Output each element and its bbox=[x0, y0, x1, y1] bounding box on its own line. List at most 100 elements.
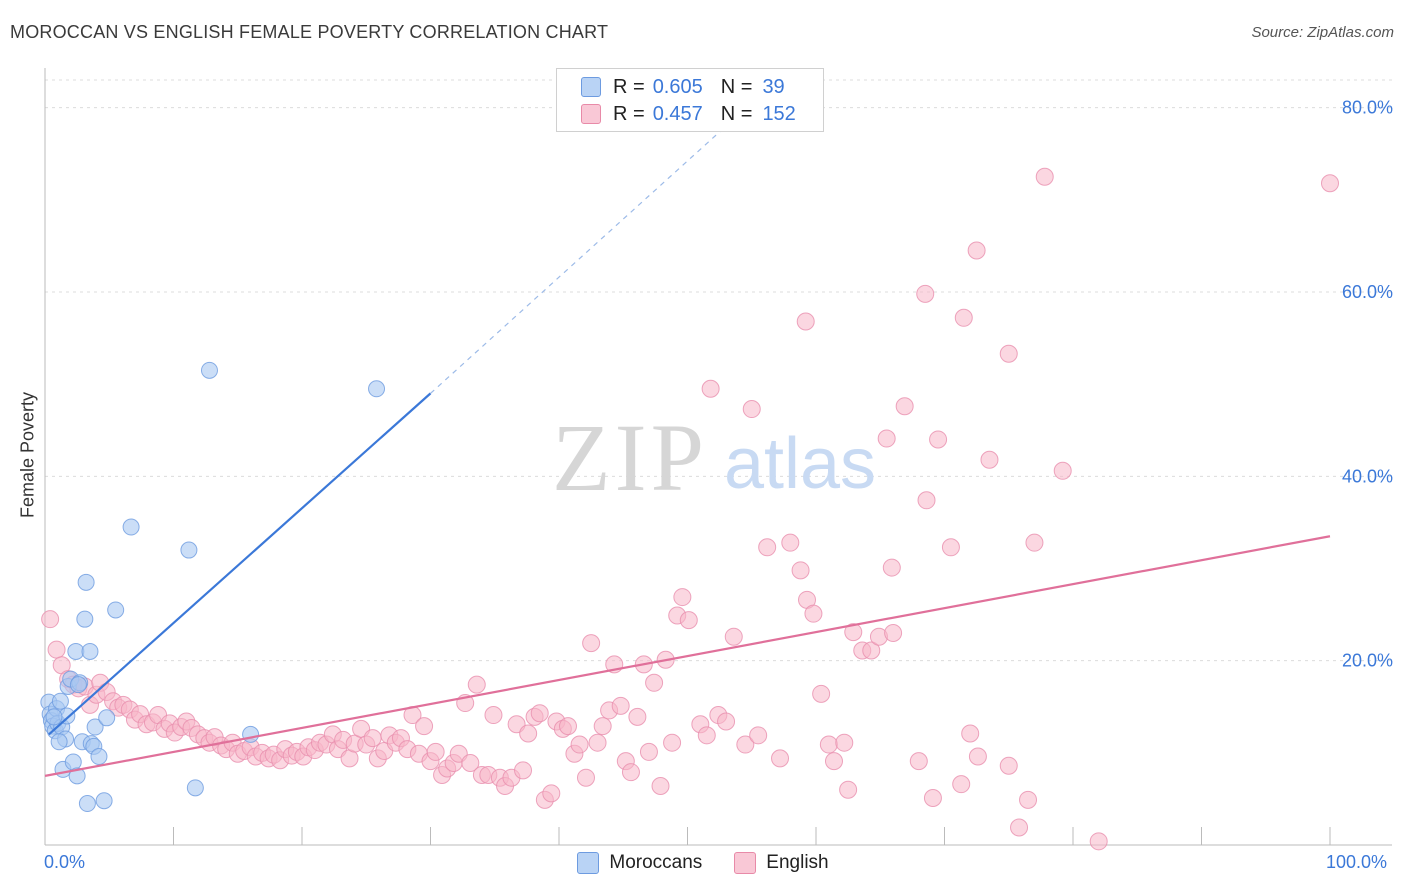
moroccan-point bbox=[45, 708, 63, 726]
watermark: ZIP atlas bbox=[552, 404, 876, 511]
english-point bbox=[461, 753, 480, 772]
moroccan-point bbox=[76, 610, 94, 628]
english-point bbox=[697, 726, 716, 745]
english-point bbox=[645, 673, 664, 692]
english-point bbox=[771, 749, 790, 768]
english-point bbox=[588, 733, 607, 752]
english-point bbox=[999, 756, 1018, 775]
english-point bbox=[679, 611, 698, 630]
moroccan-point bbox=[242, 725, 260, 743]
moroccan-point bbox=[122, 518, 140, 536]
english-point bbox=[812, 684, 831, 703]
english-point bbox=[484, 706, 503, 725]
english-point bbox=[593, 717, 612, 736]
english-point bbox=[570, 735, 589, 754]
legend-n-value: 39 bbox=[762, 75, 785, 98]
legend-row-english: R = 0.457 N = 152 bbox=[581, 102, 796, 126]
english-point bbox=[742, 400, 761, 419]
moroccan-point bbox=[51, 692, 69, 710]
moroccan-point bbox=[50, 733, 68, 751]
english-point bbox=[917, 491, 936, 510]
watermark-atlas: atlas bbox=[724, 424, 876, 504]
english-point bbox=[895, 397, 914, 416]
english-point bbox=[862, 641, 881, 660]
english-point bbox=[1035, 167, 1054, 186]
english-point bbox=[882, 558, 901, 577]
english-point bbox=[1053, 461, 1072, 480]
english-point bbox=[717, 712, 736, 731]
english-point bbox=[651, 777, 670, 796]
english-point bbox=[47, 640, 66, 659]
legend-r-value: 0.605 bbox=[652, 75, 703, 98]
english-point bbox=[519, 724, 538, 743]
english-point bbox=[1089, 832, 1108, 851]
y-tick-label: 20.0% bbox=[1342, 651, 1393, 671]
english-point bbox=[663, 733, 682, 752]
correlation-legend: R = 0.605 N = 39 R = 0.457 N = 152 bbox=[556, 68, 824, 132]
series-legend: Moroccans English bbox=[0, 852, 1406, 874]
english-point bbox=[877, 429, 896, 448]
moroccan-point bbox=[98, 709, 116, 727]
legend-swatch-moroccans bbox=[581, 77, 601, 97]
english-point bbox=[621, 763, 640, 782]
legend-label-english: English bbox=[766, 852, 829, 873]
english-point bbox=[758, 538, 777, 557]
english-point bbox=[736, 735, 755, 754]
grid bbox=[45, 79, 1392, 662]
legend-item-english[interactable]: English bbox=[734, 852, 829, 874]
legend-label-moroccans: Moroccans bbox=[609, 852, 703, 873]
english-point bbox=[796, 312, 815, 331]
english-point bbox=[909, 752, 928, 771]
english-point bbox=[530, 704, 549, 723]
legend-swatch-moroccans bbox=[577, 852, 600, 874]
moroccan-point bbox=[67, 642, 85, 660]
english-point bbox=[1321, 174, 1339, 193]
moroccan-point bbox=[77, 573, 95, 591]
english-point bbox=[781, 533, 800, 552]
english-point bbox=[980, 450, 999, 469]
moroccan-point bbox=[107, 601, 125, 619]
moroccan-point bbox=[78, 795, 96, 813]
english-point bbox=[954, 308, 973, 327]
english-point bbox=[839, 780, 858, 799]
legend-r-value: 0.457 bbox=[652, 102, 703, 125]
chart-title: MOROCCAN VS ENGLISH FEMALE POVERTY CORRE… bbox=[10, 22, 609, 42]
y-tick-label: 60.0% bbox=[1342, 282, 1393, 302]
english-point bbox=[426, 742, 445, 761]
y-tick-label: 40.0% bbox=[1342, 466, 1393, 486]
moroccan-point bbox=[200, 361, 218, 379]
english-point bbox=[558, 717, 577, 736]
trendlines bbox=[44, 125, 1331, 777]
english-point bbox=[576, 768, 595, 787]
source-label: Source: ZipAtlas.com bbox=[1251, 24, 1394, 41]
english-point bbox=[916, 284, 935, 303]
legend-item-moroccans[interactable]: Moroccans bbox=[577, 852, 702, 874]
english-point bbox=[791, 561, 810, 580]
english-point bbox=[968, 747, 987, 766]
english-point bbox=[467, 675, 486, 694]
english-point bbox=[923, 788, 942, 807]
x-tick-min: 0.0% bbox=[44, 852, 86, 872]
moroccan-point bbox=[86, 718, 104, 736]
english-point bbox=[415, 717, 434, 736]
x-tick-max: 100.0% bbox=[1326, 852, 1388, 872]
watermark-zip: ZIP bbox=[552, 404, 708, 511]
english-point bbox=[724, 627, 743, 646]
english-point bbox=[1010, 818, 1029, 837]
english-points bbox=[41, 167, 1339, 851]
legend-n-label: N = bbox=[720, 75, 753, 98]
moroccan-point bbox=[180, 541, 198, 559]
y-tick-labels: 20.0% 40.0% 60.0% 80.0% bbox=[1342, 98, 1393, 671]
legend-n-value: 152 bbox=[762, 102, 796, 125]
english-point bbox=[1025, 533, 1044, 552]
english-point bbox=[941, 538, 960, 557]
moroccan-point bbox=[95, 792, 113, 810]
legend-n-label: N = bbox=[720, 102, 753, 125]
english-point bbox=[514, 761, 533, 780]
english-point bbox=[819, 735, 838, 754]
english-point bbox=[639, 742, 658, 761]
english-point bbox=[582, 634, 601, 653]
english-point bbox=[804, 604, 823, 623]
english-point bbox=[749, 726, 768, 745]
